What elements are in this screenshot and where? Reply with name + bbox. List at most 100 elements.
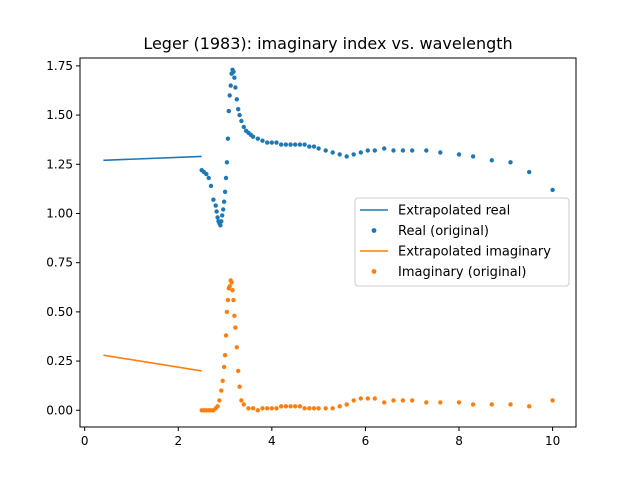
data-point [265,140,270,145]
data-point [508,402,513,407]
data-point [231,297,236,303]
data-point [241,124,246,130]
data-point [302,406,307,411]
data-point [400,148,406,153]
data-point [224,160,230,165]
data-point [365,148,370,153]
data-point [250,406,256,411]
data-point [219,388,224,393]
data-point [274,140,279,145]
data-point [265,406,270,411]
data-point [293,142,298,147]
series-line-0 [103,155,202,162]
x-tick-label: 4 [268,434,276,448]
data-point [230,288,235,293]
data-point [400,398,406,403]
data-point [351,152,356,157]
data-point [255,408,260,413]
data-point [279,142,284,147]
data-point [211,197,216,202]
y-tick-label: 1.50 [46,108,73,122]
data-point [382,400,387,405]
legend-marker-swatch [371,228,377,233]
data-point [236,107,241,112]
y-axis: 0.00 0.25 0.50 0.75 1.00 1.25 1.50 1.75 [46,59,80,417]
data-point [358,150,363,155]
data-point [410,148,415,153]
data-point [382,146,387,151]
data-point [239,118,244,124]
data-point [456,400,462,405]
data-point [391,148,396,153]
data-point [217,398,222,403]
data-point [225,136,231,141]
data-point [438,150,443,155]
data-point [221,199,227,204]
data-point [208,183,214,189]
x-tick-label: 8 [455,434,463,448]
data-point [224,309,230,315]
data-point [232,313,237,318]
data-point [260,406,265,411]
plot-area [103,67,555,413]
data-point [288,404,293,409]
data-point [372,148,377,153]
x-tick-label: 10 [545,434,560,448]
data-point [456,152,462,157]
data-point [489,158,494,163]
data-point [260,138,265,143]
data-point [323,406,328,411]
data-point [311,144,317,149]
data-point [470,402,476,407]
data-point [438,400,443,405]
data-point [227,93,232,98]
data-point [274,406,279,411]
legend: Extrapolated real Real (original) Extrapol… [354,197,570,287]
data-point [293,404,298,409]
data-point [221,364,227,370]
data-point [206,175,211,181]
y-tick-label: 1.00 [46,206,73,220]
data-point [213,203,218,208]
data-point [508,160,513,165]
data-point [231,69,236,75]
data-point [316,146,321,151]
data-point [222,189,228,194]
data-point [323,148,328,153]
legend-label: Real (original) [398,224,489,239]
data-point [228,83,233,88]
data-point [344,402,349,407]
data-point [232,75,237,80]
data-point [237,112,242,118]
data-point [229,280,234,285]
y-tick-label: 1.25 [46,157,73,171]
data-point [226,108,231,114]
data-point [527,404,532,409]
y-tick-label: 0.50 [46,305,73,319]
data-point [410,398,415,403]
y-tick-label: 0.75 [46,256,73,270]
data-point [470,154,476,159]
data-point [234,97,239,102]
legend-frame [354,197,570,287]
y-tick-label: 1.75 [46,59,73,73]
data-point [489,402,494,407]
data-point [297,404,303,409]
data-point [358,396,363,401]
data-point [269,406,274,411]
data-point [302,142,307,147]
data-point [250,134,256,139]
x-axis: 0 2 4 6 8 10 [81,427,560,448]
data-point [236,368,241,374]
data-point [372,396,377,401]
data-point [283,142,289,147]
data-point [219,219,224,224]
data-point [307,144,312,149]
data-point [307,406,312,411]
data-point [283,404,289,409]
data-point [424,148,429,153]
data-point [234,345,239,350]
data-point [297,142,303,147]
data-point [365,396,370,401]
data-point [221,207,226,212]
